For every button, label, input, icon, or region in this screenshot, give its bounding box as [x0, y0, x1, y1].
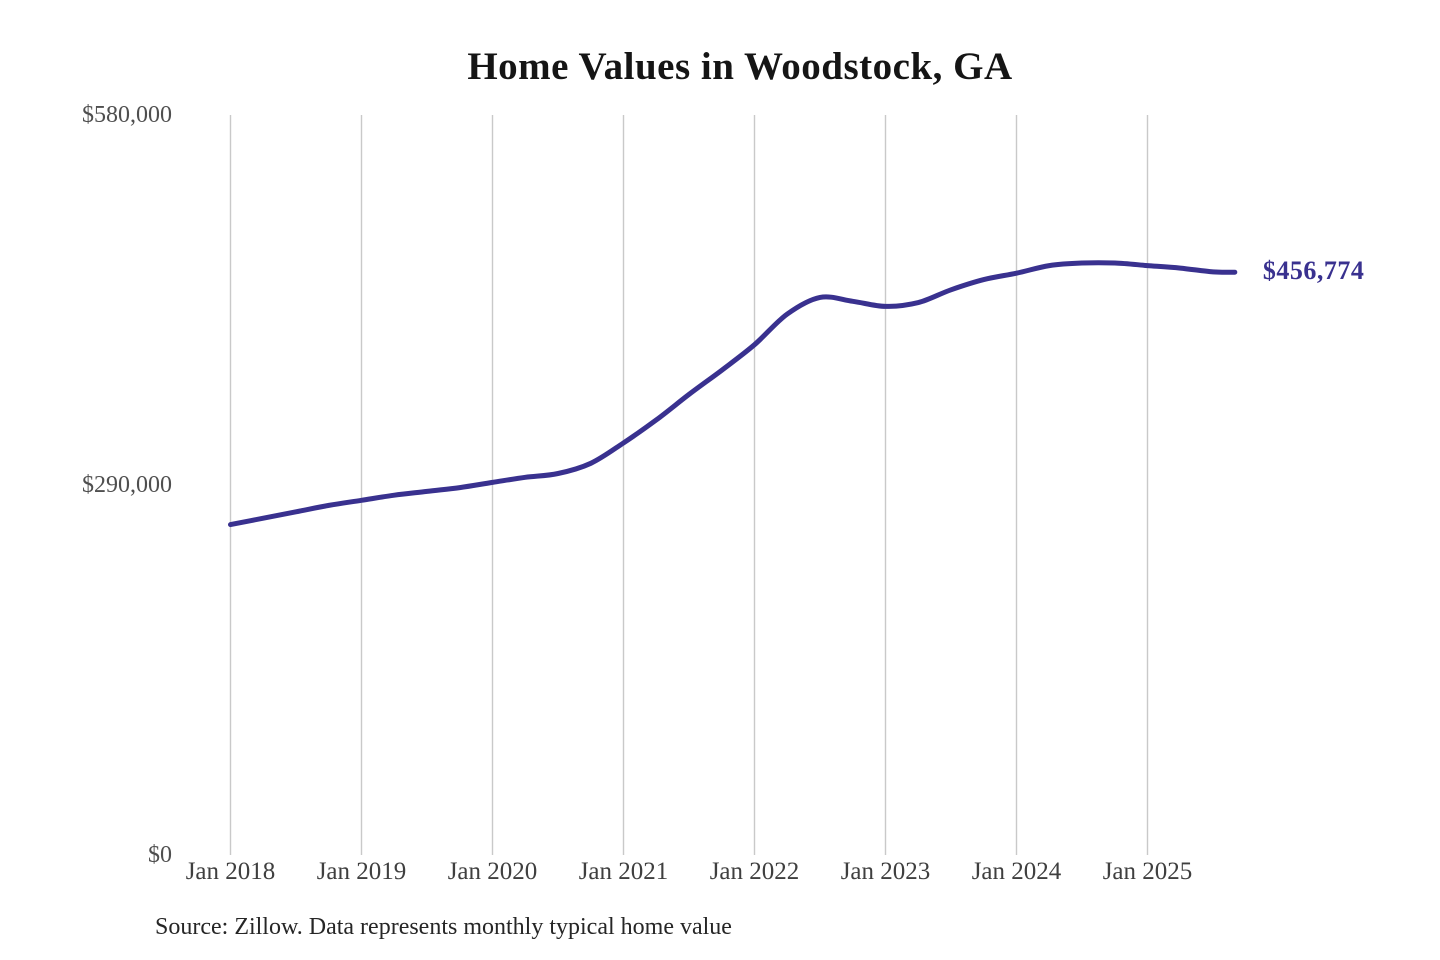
y-axis-tick-label: $290,000 [82, 472, 172, 498]
x-axis-tick-label: Jan 2020 [447, 858, 538, 885]
home-value-line [228, 260, 1238, 528]
x-axis-tick-label: Jan 2025 [1102, 858, 1193, 885]
x-axis-tick-label: Jan 2021 [578, 858, 669, 885]
x-axis-tick-label: Jan 2023 [840, 858, 931, 885]
x-axis-tick-label: Jan 2024 [971, 858, 1062, 885]
source-note: Source: Zillow. Data represents monthly … [155, 914, 732, 940]
y-axis-tick-label: $0 [148, 842, 172, 868]
x-axis-tick-label: Jan 2019 [316, 858, 407, 885]
x-axis-tick-label: Jan 2022 [709, 858, 800, 885]
latest-value-label: $456,774 [1262, 256, 1365, 286]
y-axis-tick-label: $580,000 [82, 102, 172, 128]
chart-title: Home Values in Woodstock, GA [467, 45, 1013, 88]
x-axis-tick-label: Jan 2018 [185, 858, 276, 885]
